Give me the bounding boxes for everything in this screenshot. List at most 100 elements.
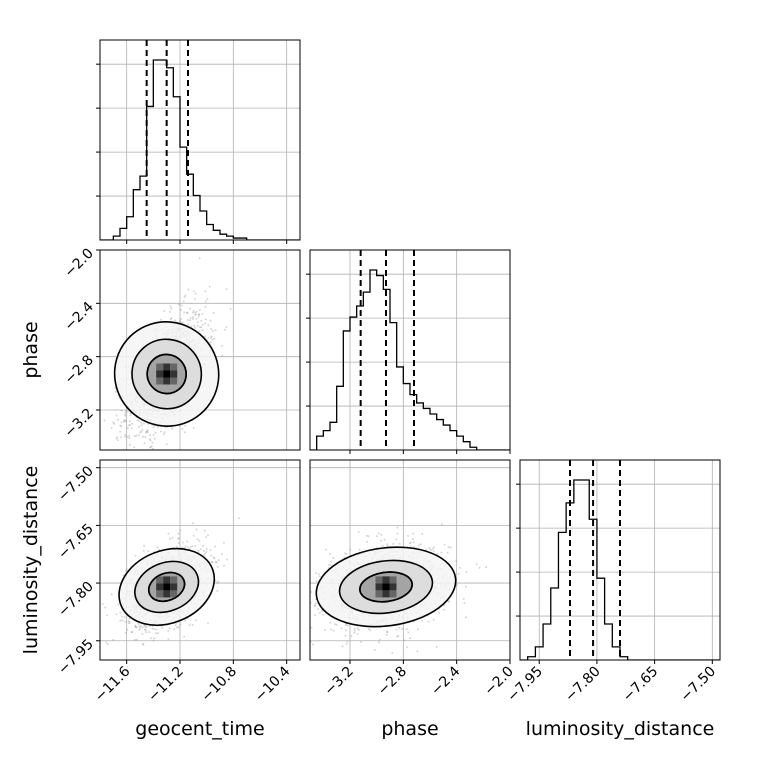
scatter-point <box>330 560 333 563</box>
scatter-point <box>134 456 136 458</box>
scatter-point <box>177 532 180 535</box>
scatter-point <box>190 325 193 328</box>
scatter-point <box>171 427 174 430</box>
scatter-point <box>192 290 195 293</box>
scatter-point <box>274 629 276 631</box>
scatter-point <box>335 623 338 626</box>
y-axis-label: luminosity_distance <box>20 466 42 655</box>
scatter-point <box>128 621 131 623</box>
scatter-point <box>198 257 201 260</box>
scatter-point <box>187 323 190 326</box>
scatter-point <box>117 418 119 421</box>
scatter-point <box>129 414 132 417</box>
scatter-point <box>216 589 219 592</box>
scatter-point <box>106 614 108 617</box>
scatter-point <box>146 430 149 433</box>
scatter-point <box>312 643 314 646</box>
density-cell <box>375 590 383 598</box>
scatter-point <box>120 436 123 439</box>
scatter-point <box>350 635 353 637</box>
scatter-point <box>183 311 186 314</box>
scatter-point <box>198 330 201 333</box>
x-tick-label: −7.65 <box>620 664 662 706</box>
scatter-point <box>366 541 368 543</box>
scatter-point <box>216 565 219 568</box>
scatter-point <box>308 589 310 591</box>
scatter-point <box>176 545 178 548</box>
scatter-point <box>128 434 131 437</box>
scatter-point <box>102 481 104 483</box>
scatter-point <box>407 631 410 634</box>
scatter-point <box>129 423 132 426</box>
scatter-point <box>179 623 182 626</box>
scatter-point <box>188 307 191 310</box>
scatter-point <box>217 559 220 562</box>
scatter-point <box>194 311 196 314</box>
scatter-point <box>133 435 136 438</box>
scatter-point <box>138 628 141 631</box>
density-cell <box>156 583 164 591</box>
scatter-point <box>126 427 129 430</box>
scatter-point <box>139 431 142 434</box>
scatter-point <box>178 537 181 540</box>
scatter-point <box>204 335 206 338</box>
scatter-point <box>85 429 87 431</box>
scatter-point <box>140 430 143 433</box>
scatter-point <box>187 288 190 291</box>
scatter-point <box>217 580 220 583</box>
scatter-point <box>123 418 126 421</box>
scatter-point <box>442 608 445 611</box>
scatter-point <box>446 551 449 554</box>
histogram-panel-geocent_time <box>96 39 301 241</box>
scatter-point <box>116 439 119 442</box>
density-cell <box>375 583 383 591</box>
scatter-point <box>152 426 155 429</box>
scatter-point <box>163 433 165 436</box>
scatter-point <box>117 603 120 606</box>
scatter-point <box>167 629 170 632</box>
scatter-point <box>214 329 217 332</box>
scatter-point <box>129 420 131 423</box>
y-tick-label: −3.2 <box>61 406 96 441</box>
scatter-point <box>204 300 207 303</box>
scatter-point <box>209 319 212 322</box>
scatter-point <box>214 561 217 564</box>
density-cell <box>170 377 178 385</box>
scatter-point <box>106 643 109 646</box>
scatter-point <box>398 542 401 545</box>
scatter-point <box>323 629 326 632</box>
scatter-point <box>408 542 411 545</box>
scatter-point <box>169 305 172 308</box>
scatter-point <box>308 606 310 608</box>
scatter-point <box>140 424 143 427</box>
scatter-point <box>192 522 194 525</box>
scatter-point <box>369 629 372 632</box>
scatter-point <box>163 310 166 313</box>
x-tick-label: −10.8 <box>199 664 241 706</box>
scatter-point <box>310 626 313 629</box>
scatter-point <box>141 633 144 636</box>
y-tick-label: −2.0 <box>61 246 96 281</box>
scatter-point <box>225 288 228 291</box>
scatter-point <box>409 637 411 639</box>
scatter-point <box>128 622 130 625</box>
scatter-point <box>131 631 134 633</box>
x-tick-label: −2.4 <box>428 663 463 698</box>
scatter-point <box>310 591 313 593</box>
scatter-point <box>184 545 187 548</box>
scatter-point <box>115 414 118 417</box>
scatter-point <box>124 620 127 623</box>
scatter-point <box>134 624 137 627</box>
density-cell <box>170 363 178 371</box>
scatter-point <box>179 309 182 311</box>
scatter-point <box>145 625 148 628</box>
scatter-point <box>191 317 194 320</box>
scatter-point <box>145 631 148 634</box>
scatter-point <box>223 564 225 567</box>
scatter-point <box>367 628 370 631</box>
scatter-point <box>144 626 147 629</box>
scatter-point <box>383 538 386 541</box>
scatter-point <box>391 652 394 654</box>
scatter-point <box>177 542 180 544</box>
scatter-point <box>344 552 347 555</box>
